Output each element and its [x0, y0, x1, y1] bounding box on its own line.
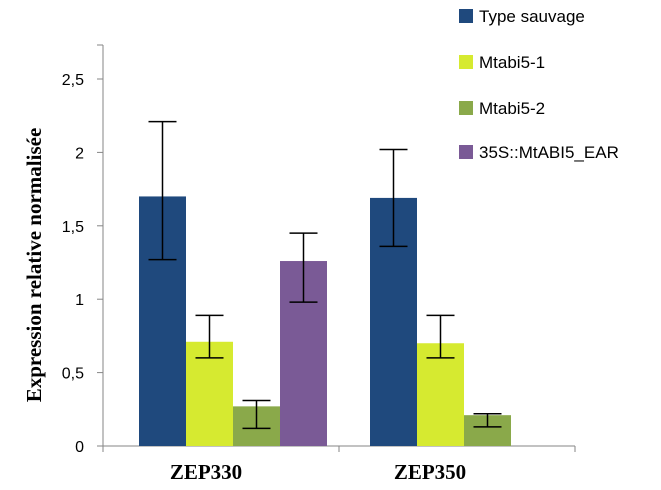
legend-swatch: [459, 101, 473, 115]
y-tick-label: 0: [75, 439, 84, 456]
legend-swatch: [459, 55, 473, 69]
legend: Type sauvageMtabi5-1Mtabi5-235S::MtABI5_…: [459, 7, 619, 162]
legend-label: Type sauvage: [479, 7, 585, 26]
legend-swatch: [459, 145, 473, 159]
category-label: ZEP330: [170, 460, 242, 484]
y-tick-label: 1,5: [62, 219, 84, 236]
category-label: ZEP350: [394, 460, 466, 484]
y-tick-label: 2,5: [62, 72, 84, 89]
y-tick-labels: 0 0,5 1 1,5 2 2,5: [62, 72, 84, 456]
y-tick-label: 1: [75, 292, 84, 309]
legend-item: 35S::MtABI5_EAR: [459, 143, 619, 162]
legend-item: Mtabi5-1: [459, 53, 545, 72]
legend-item: Mtabi5-2: [459, 99, 545, 118]
legend-swatch: [459, 9, 473, 23]
y-tick-label: 0,5: [62, 366, 84, 383]
bars: [139, 196, 511, 446]
y-tick-label: 2: [75, 145, 84, 162]
category-labels: ZEP330 ZEP350: [170, 460, 466, 484]
legend-item: Type sauvage: [459, 7, 585, 26]
legend-label: Mtabi5-2: [479, 99, 545, 118]
legend-label: Mtabi5-1: [479, 53, 545, 72]
legend-label: 35S::MtABI5_EAR: [479, 143, 619, 162]
y-axis-label: Expression relative normalisée: [22, 128, 46, 403]
